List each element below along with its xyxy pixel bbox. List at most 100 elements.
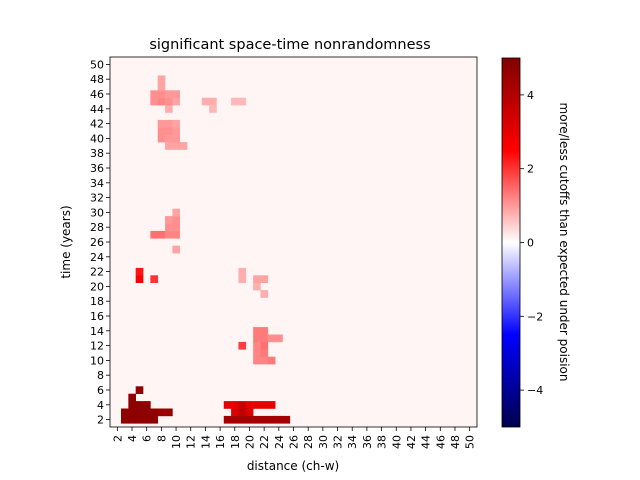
y-tick-label: 40: [90, 132, 104, 145]
y-tick-label: 36: [90, 162, 104, 175]
heatmap-cell: [245, 415, 254, 424]
y-tick-label: 2: [97, 414, 104, 427]
heatmap-cell: [150, 97, 159, 106]
heatmap-cell: [157, 119, 166, 128]
plot-background: [110, 57, 477, 427]
x-tick-label: 30: [317, 435, 330, 449]
heatmap-cell: [260, 290, 269, 298]
heatmap-cell: [267, 401, 276, 409]
x-tick-label: 46: [434, 435, 447, 449]
y-tick-label: 34: [90, 177, 104, 190]
heatmap-cell: [157, 82, 166, 91]
colorbar-ticks: −4 −2 0 2 4: [520, 89, 543, 397]
heatmap-cell: [165, 142, 173, 150]
heatmap-cell: [253, 356, 261, 365]
y-axis-label: time (years): [59, 205, 73, 278]
colorbar: −4 −2 0 2 4: [501, 57, 543, 428]
y-tick-label: 44: [90, 103, 104, 116]
x-tick-label: 38: [376, 435, 389, 449]
heatmap-cell: [128, 401, 136, 409]
heatmap-cell: [253, 349, 261, 357]
y-tick-label: 24: [90, 251, 104, 264]
y-tick-label: 50: [90, 58, 104, 71]
x-tick-label: 22: [258, 435, 271, 449]
heatmap-cell: [245, 401, 254, 409]
x-tick-label: 20: [243, 435, 256, 449]
heatmap-cell: [165, 127, 173, 135]
heatmap-cell: [253, 327, 261, 335]
heatmap-cell: [209, 105, 217, 113]
colorbar-label: more/less cutoffs than expected under po…: [557, 102, 571, 381]
y-tick-label: 48: [90, 73, 104, 86]
y-tick-label: 14: [90, 325, 104, 338]
heatmap-cell: [172, 90, 181, 98]
heatmap-cell: [253, 415, 261, 424]
colorbar-tick-label: 0: [527, 237, 534, 250]
x-tick-label: 4: [126, 435, 139, 442]
colorbar-tick-label: −4: [527, 384, 543, 397]
heatmap-cell: [253, 341, 261, 350]
heatmap-cell: [260, 349, 269, 357]
heatmap-cell: [172, 245, 181, 254]
heatmap-cell: [128, 408, 136, 417]
heatmap-cell: [231, 408, 239, 417]
heatmap-cell: [143, 401, 151, 409]
heatmap-cell: [157, 127, 166, 135]
y-tick-label: 8: [97, 369, 104, 382]
heatmap-cell: [231, 415, 239, 424]
heatmap-cell: [172, 223, 181, 232]
heatmap-cell: [121, 408, 129, 417]
x-tick-label: 44: [420, 435, 433, 449]
y-tick-label: 38: [90, 147, 104, 160]
heatmap-cell: [275, 415, 283, 424]
heatmap-cell: [238, 401, 247, 409]
y-tick-label: 46: [90, 88, 104, 101]
y-tick-label: 20: [90, 280, 104, 293]
heatmap-cell: [238, 408, 247, 417]
heatmap-cell: [135, 386, 144, 394]
heatmap-cell: [157, 90, 166, 98]
heatmap-cell: [165, 105, 173, 113]
heatmap-cell: [238, 267, 247, 276]
y-tick-label: 6: [97, 384, 104, 397]
x-axis: 2 4 6 8 10 12 14 16 18 20 22 24 26 28 30 32 34 36 38 40 42 44…: [111, 427, 477, 449]
plot-area: [109, 56, 478, 428]
heatmap-cell: [135, 267, 144, 276]
heatmap-cell: [267, 334, 276, 343]
heatmap-cell: [157, 134, 166, 143]
y-axis: 2468101214161820222426283032343638404244…: [90, 58, 110, 427]
x-tick-label: 18: [229, 435, 242, 449]
heatmap-cell: [172, 134, 181, 143]
y-tick-label: 26: [90, 236, 104, 249]
heatmap-cells: [121, 75, 291, 424]
colorbar-tick-label: −2: [527, 310, 543, 323]
x-tick-label: 2: [111, 435, 124, 442]
colorbar-gradient: [501, 57, 521, 428]
heatmap-cell: [282, 415, 291, 424]
heatmap-cell: [238, 275, 247, 283]
heatmap-cell: [165, 223, 173, 232]
heatmap-cell: [150, 230, 159, 239]
heatmap-cell: [260, 334, 269, 343]
x-tick-label: 16: [214, 435, 227, 449]
x-tick-label: 24: [273, 435, 286, 449]
x-tick-label: 50: [464, 435, 477, 449]
heatmap-cell: [135, 275, 144, 283]
heatmap-cell: [231, 401, 239, 409]
heatmap-cell: [245, 408, 254, 417]
y-tick-label: 16: [90, 310, 104, 323]
x-tick-label: 42: [405, 435, 418, 449]
x-tick-label: 32: [332, 435, 345, 449]
y-tick-label: 12: [90, 340, 104, 353]
heatmap-cell: [128, 415, 136, 424]
heatmap-cell: [209, 97, 217, 106]
y-tick-label: 18: [90, 295, 104, 308]
y-tick-label: 28: [90, 221, 104, 234]
heatmap-cell: [253, 334, 261, 343]
heatmap-cell: [135, 415, 144, 424]
heatmap-cell: [260, 327, 269, 335]
heatmap-cell: [121, 415, 129, 424]
heatmap-cell: [267, 356, 276, 365]
x-tick-label: 6: [141, 435, 154, 442]
